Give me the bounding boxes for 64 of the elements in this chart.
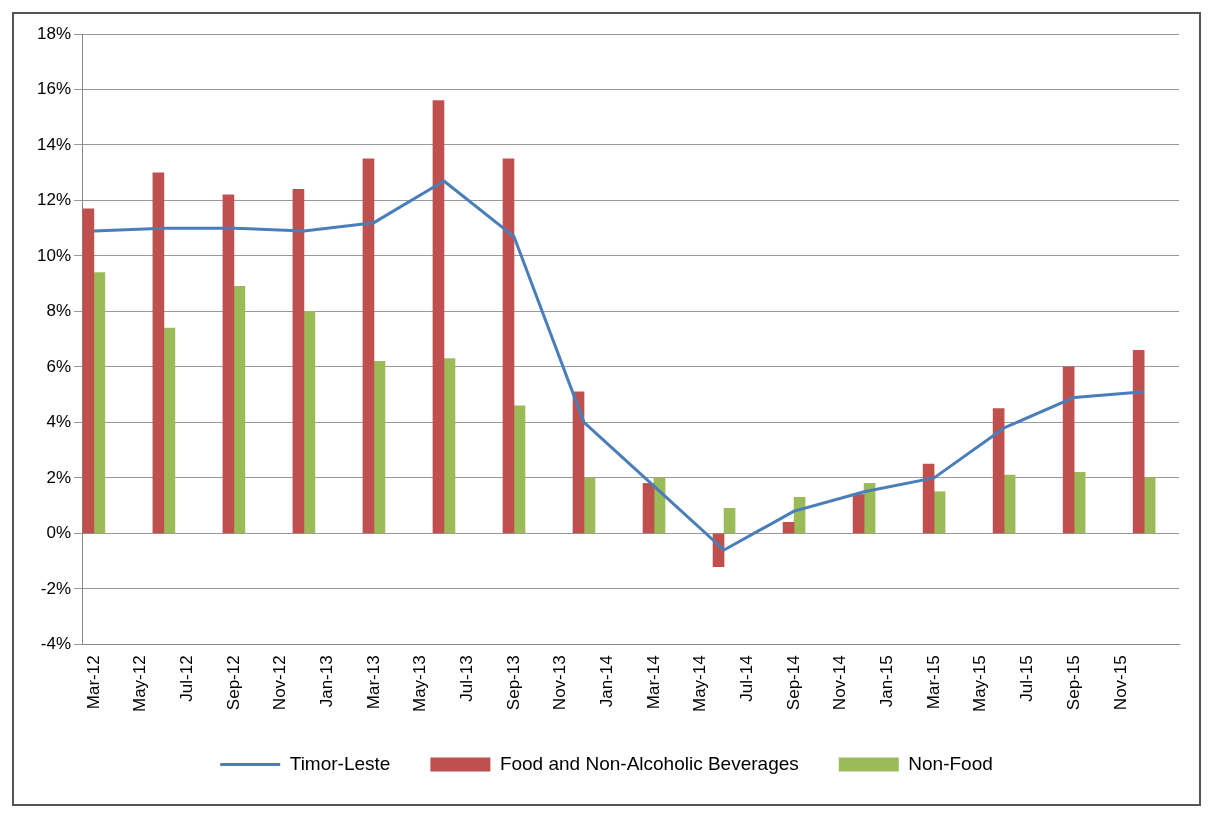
bar [723,508,736,534]
bar [1073,471,1086,534]
x-tick-label: Nov-13 [550,655,570,711]
bar [1062,366,1075,534]
bar [362,158,375,534]
y-tick-label: 4% [46,412,72,432]
bar [233,286,246,534]
bar [583,477,596,534]
bar [432,100,445,534]
bar [1143,477,1156,534]
y-tick-label: 18% [36,23,72,43]
x-tick-label: May-13 [410,655,430,712]
x-tick-label: Nov-15 [1110,655,1130,711]
x-tick-label: Mar-13 [363,655,383,710]
bar [93,272,106,534]
bar [642,483,655,534]
legend-label: Timor-Leste [289,752,391,774]
y-tick-label: 8% [46,301,72,321]
x-tick-label: Nov-14 [830,655,850,711]
bar [163,327,176,534]
x-tick-label: Sep-15 [1063,655,1083,711]
x-tick-label: Mar-14 [643,655,663,710]
bar [303,311,316,534]
y-tick-label: 10% [36,245,72,265]
x-tick-label: Jul-14 [737,655,757,702]
bar [933,491,946,534]
x-tick-label: Jan-15 [877,655,897,708]
x-tick-label: May-15 [970,655,990,712]
legend-label: Food and Non-Alcoholic Beverages [499,752,799,774]
bar [852,494,865,534]
x-tick-label: Jan-13 [316,655,336,708]
x-tick-label: Sep-12 [223,655,243,711]
bar [1132,349,1145,534]
legend-label: Non-Food [908,752,993,774]
bar [992,408,1005,534]
bar [82,208,95,534]
bar [502,158,515,534]
y-tick-label: 12% [36,190,72,210]
x-tick-label: Jul-15 [1017,655,1037,702]
x-tick-label: Jan-14 [597,655,617,708]
x-tick-label: Mar-15 [923,655,943,710]
y-tick-label: 16% [36,79,72,99]
y-tick-label: 0% [46,523,72,543]
x-tick-label: May-12 [130,655,150,712]
bar [222,194,235,534]
y-tick-label: 6% [46,356,72,376]
bar [513,405,526,534]
bar [292,189,305,534]
bar [443,358,456,534]
y-tick-label: -2% [40,578,72,598]
x-tick-label: Mar-12 [83,655,103,710]
bar [782,521,795,534]
x-tick-label: Jul-13 [456,655,476,702]
y-tick-label: -4% [40,634,72,653]
bar [1003,474,1016,534]
bar [373,361,386,534]
y-tick-label: 14% [36,134,72,154]
y-tick-label: 2% [46,467,72,487]
x-tick-label: Nov-12 [270,655,290,711]
x-tick-label: Sep-13 [503,655,523,711]
x-tick-label: May-14 [690,655,710,712]
bar [152,172,165,534]
x-tick-label: Jul-12 [176,655,196,702]
x-tick-label: Sep-14 [783,655,803,711]
